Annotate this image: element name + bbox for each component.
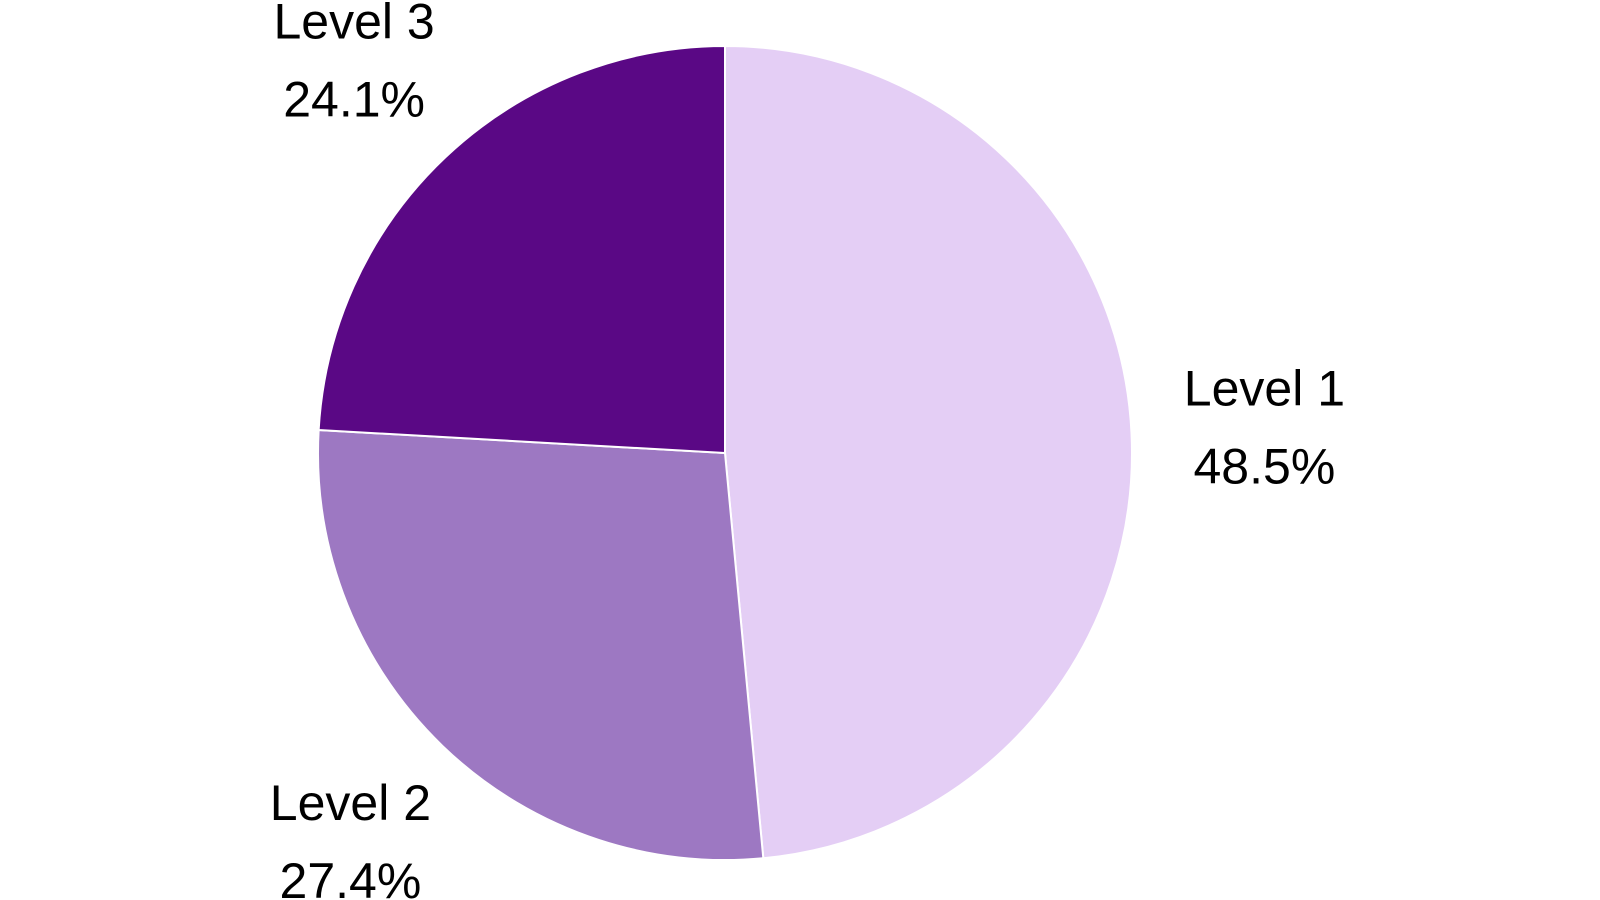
slice-percent-2: 27.4% [280,853,422,900]
slice-label-1: Level 1 [1184,361,1345,417]
pie-slice-3 [317,44,726,455]
pie-slice-2 [317,428,765,861]
slice-percent-1: 48.5% [1194,439,1336,495]
pie-slice-1 [724,44,1133,860]
pie-labels: Level 1 48.5% Level 2 27.4% Level 3 24.1% [270,0,1345,900]
slice-label-3: Level 3 [273,0,434,50]
slice-label-2: Level 2 [270,775,431,831]
pie-slices [317,44,1133,861]
slice-percent-3: 24.1% [283,72,425,128]
